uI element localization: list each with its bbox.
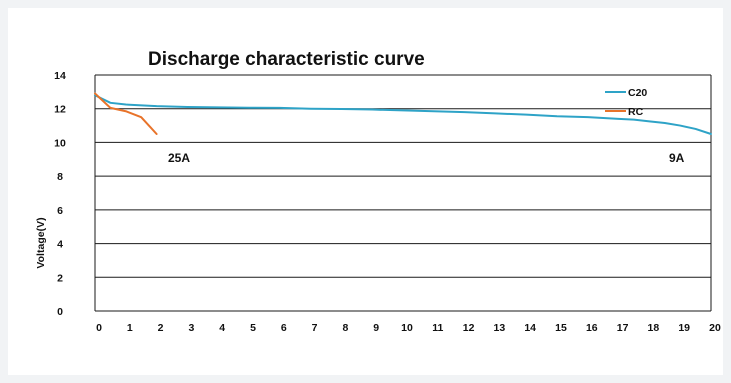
x-tick-label: 4: [219, 322, 225, 334]
series-line-rc: [94, 92, 158, 135]
y-tick-label: 12: [54, 104, 66, 116]
x-tick-label: 13: [494, 322, 506, 334]
x-tick-label: 20: [709, 322, 721, 334]
series-line-c20: [94, 94, 712, 135]
chart-title: Discharge characteristic curve: [148, 49, 425, 70]
x-tick-label: 16: [586, 322, 598, 334]
y-tick-label: 6: [57, 205, 63, 217]
x-tick-label: 12: [463, 322, 475, 334]
x-tick-label: 19: [678, 322, 690, 334]
annotation-9a: 9A: [669, 151, 685, 165]
x-tick-label: 18: [648, 322, 660, 334]
x-tick-label: 7: [312, 322, 318, 334]
discharge-chart: Discharge characteristic curve 024681012…: [35, 49, 721, 334]
x-tick-label: 0: [96, 322, 102, 334]
x-tick-label: 10: [401, 322, 413, 334]
x-tick-label: 15: [555, 322, 567, 334]
legend-label-rc: RC: [628, 106, 644, 118]
x-tick-label: 17: [617, 322, 629, 334]
x-tick-label: 2: [158, 322, 164, 334]
x-tick-label: 8: [342, 322, 348, 334]
x-tick-label: 1: [127, 322, 133, 334]
y-axis-label: Voltage(V): [35, 217, 47, 268]
x-tick-label: 5: [250, 322, 256, 334]
x-tick-label: 9: [373, 322, 379, 334]
y-tick-label: 0: [57, 306, 63, 318]
y-tick-label: 14: [54, 70, 66, 82]
y-tick-label: 8: [57, 171, 63, 183]
y-tick-label: 2: [57, 272, 63, 284]
x-tick-label: 11: [432, 322, 443, 334]
legend-label-c20: C20: [628, 87, 647, 99]
x-tick-label: 3: [188, 322, 194, 334]
annotation-25a: 25A: [168, 151, 190, 165]
chart-frame: Discharge characteristic curve 0 2 4 6 8 10 12…: [8, 8, 723, 375]
y-tick-label: 10: [54, 137, 66, 149]
x-tick-label: 6: [281, 322, 287, 334]
x-tick-label: 14: [524, 322, 536, 334]
y-tick-label: 4: [57, 239, 63, 251]
